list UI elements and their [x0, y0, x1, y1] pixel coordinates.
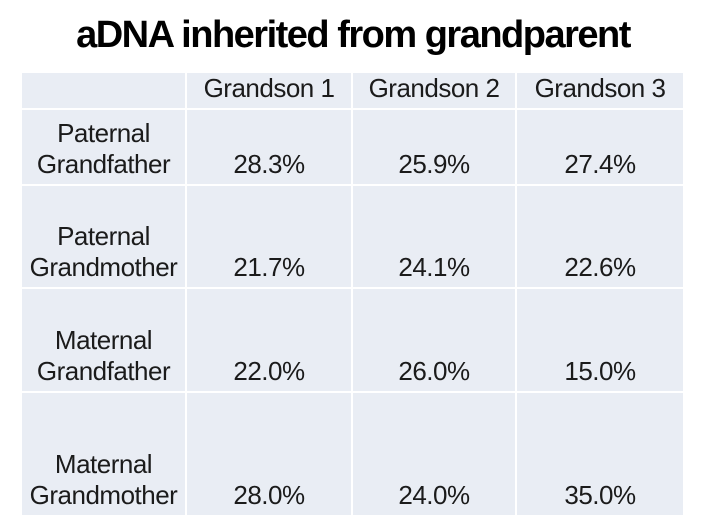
table-row-paternal-grandmother: Paternal Grandmother 21.7% 24.1% 22.6% [22, 186, 683, 290]
table-row-maternal-grandmother: Maternal Grandmother 28.0% 24.0% 35.0% [22, 393, 683, 516]
corner-cell [22, 73, 187, 111]
row-label-paternal-grandmother: Paternal Grandmother [22, 186, 187, 290]
row-label-paternal-grandfather: Paternal Grandfather [22, 110, 187, 187]
row-label-line: Maternal [54, 324, 153, 355]
table-row-paternal-grandfather: Paternal Grandfather 28.3% 25.9% 27.4% [22, 110, 683, 187]
page-title: aDNA inherited from grandparent [76, 14, 631, 56]
value-cell: 28.0% [187, 393, 353, 516]
value-cell: 25.9% [353, 110, 517, 187]
row-label-line: Grandfather [36, 149, 171, 179]
value-cell: 35.0% [517, 393, 683, 516]
value-cell: 27.4% [517, 110, 683, 187]
row-label-maternal-grandmother: Maternal Grandmother [22, 393, 187, 516]
value-cell: 26.0% [353, 289, 517, 394]
value-cell: 15.0% [517, 289, 683, 394]
column-header-grandson-1: Grandson 1 [187, 73, 353, 111]
value-cell: 28.3% [187, 110, 353, 187]
table-row-maternal-grandfather: Maternal Grandfather 22.0% 26.0% 15.0% [22, 289, 683, 394]
row-label-maternal-grandfather: Maternal Grandfather [22, 289, 187, 394]
row-label-line: Grandmother [29, 480, 178, 510]
row-label-line: Grandfather [36, 356, 171, 386]
value-cell: 22.6% [517, 186, 683, 290]
value-cell: 21.7% [187, 186, 353, 290]
adna-inheritance-table: Grandson 1 Grandson 2 Grandson 3 Paterna… [22, 73, 683, 516]
row-label-line: Maternal [54, 448, 153, 479]
value-cell: 24.0% [353, 393, 517, 516]
column-header-grandson-2: Grandson 2 [353, 73, 517, 111]
row-label-line: Paternal [57, 220, 150, 251]
value-cell: 22.0% [187, 289, 353, 394]
table-header-row: Grandson 1 Grandson 2 Grandson 3 [22, 73, 683, 111]
value-cell: 24.1% [353, 186, 517, 290]
row-label-line: Grandmother [29, 252, 178, 282]
column-header-grandson-3: Grandson 3 [517, 73, 683, 111]
row-label-line: Paternal [57, 117, 150, 148]
